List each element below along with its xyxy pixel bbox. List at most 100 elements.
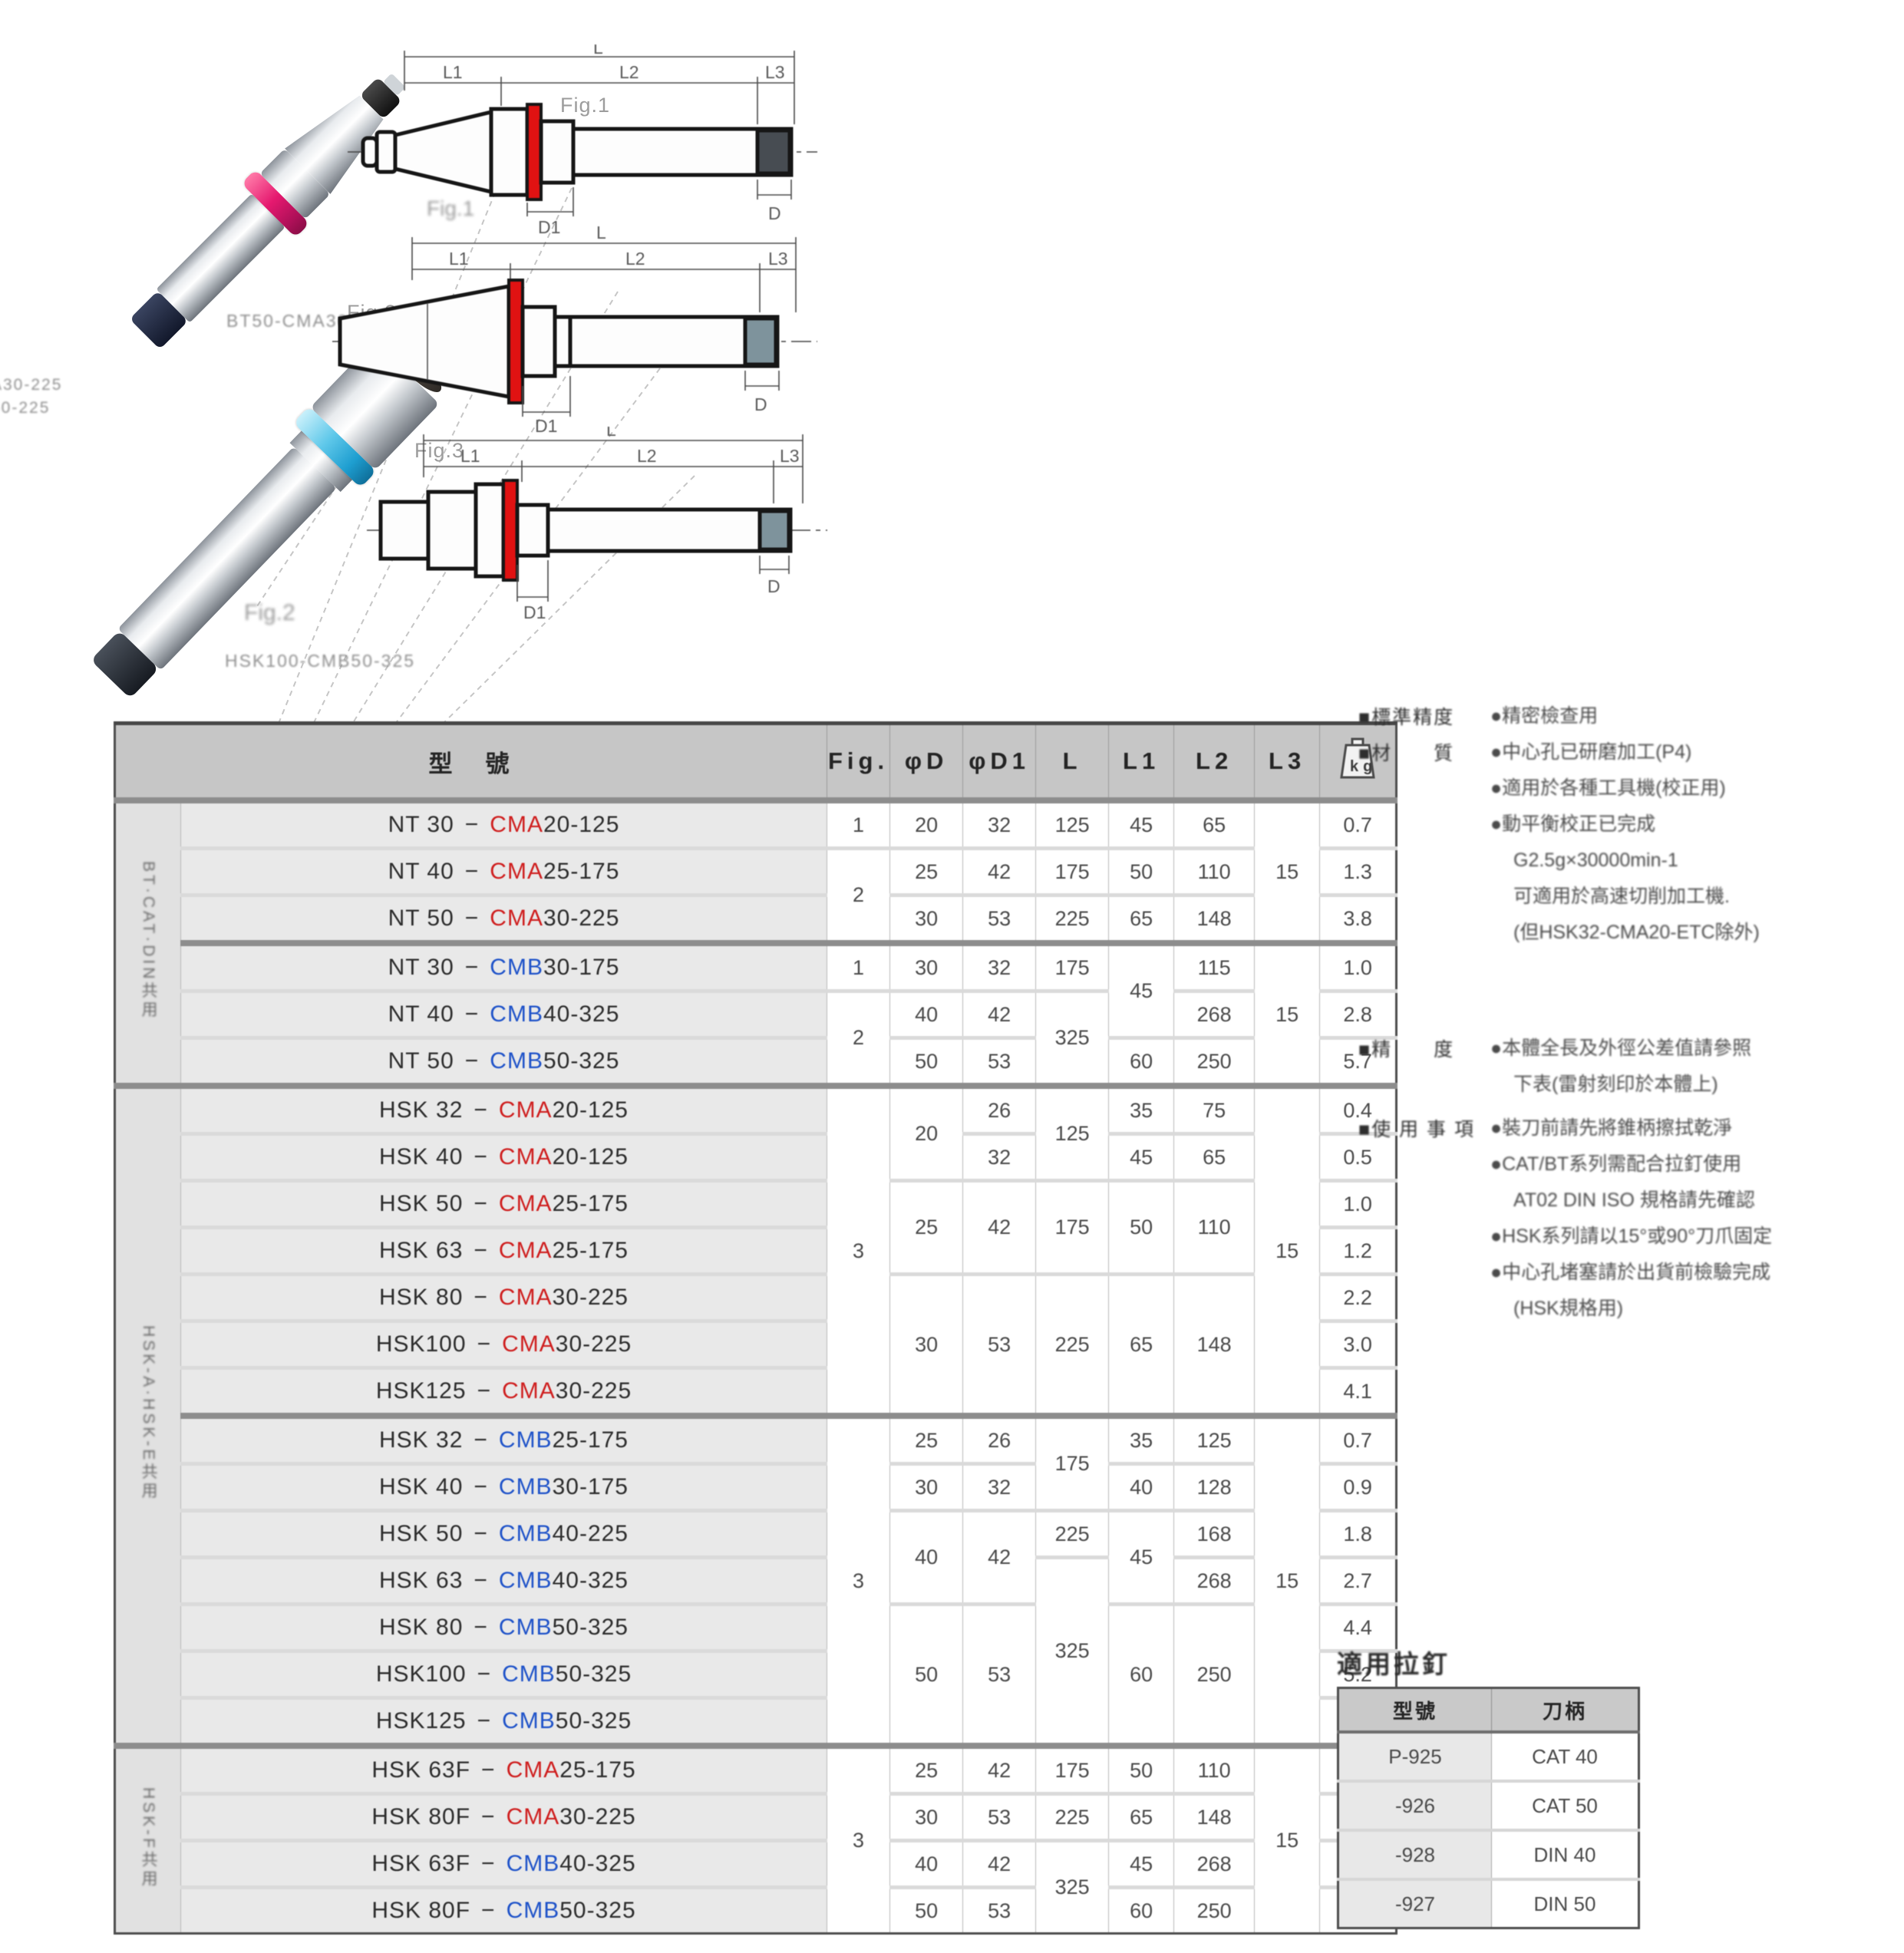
cell: 53 <box>962 1272 1037 1417</box>
cell: 250 <box>1173 1602 1256 1747</box>
kg-weight-icon: kg <box>1340 737 1375 779</box>
cell: 15 <box>1254 1743 1321 1934</box>
cell: 32 <box>962 797 1037 849</box>
fig2-drawing: L L1 L2 L3 D1 D <box>332 226 817 436</box>
cell: 42 <box>962 846 1037 896</box>
section-label: HSK-F共用 <box>140 1786 157 1889</box>
cell: 250 <box>1173 1036 1256 1087</box>
cell: 20 <box>889 1083 964 1181</box>
model-cell: HSK125− CMA30-225 <box>180 1366 827 1417</box>
cell: 50 <box>1108 1179 1175 1275</box>
cell: 60 <box>1108 1885 1175 1934</box>
section-label-cell: HSK-F共用 <box>114 1743 181 1934</box>
table-row: HSK 63− CMA25-175 1.2 <box>115 1226 1397 1275</box>
cell: 2.8 <box>1319 989 1397 1038</box>
note-line: (HSK規格用) <box>1513 1298 1624 1319</box>
col-header-kg: kg <box>1319 721 1397 803</box>
pullstud-table: 型號 刀柄 P-925 CAT 40 -926 CAT 50 -928 DIN … <box>1337 1687 1640 1929</box>
cell: 325 <box>1035 1839 1110 1934</box>
model-cell: NT 50− CMA30-225 <box>180 893 827 944</box>
cell: 45 <box>1108 940 1175 1038</box>
cell: 148 <box>1173 1272 1256 1417</box>
model-cell: HSK 63F − CMB40-325 <box>180 1839 827 1888</box>
dim-L: L <box>593 45 603 58</box>
cell: 75 <box>1173 1083 1256 1134</box>
bar-shaft <box>156 193 285 323</box>
cell: 2 <box>826 989 891 1087</box>
table-row: HSK 63F−CMB40-325 40 42 325 45 268 2.7 <box>115 1839 1397 1934</box>
table-row: HSK 80F−CMA30-225 30 53 225 65 148 2.3 <box>115 1792 1397 1841</box>
model-cell: HSK 32− CMB25-175 <box>180 1413 827 1464</box>
cell: 4.1 <box>1319 1366 1397 1417</box>
cell: 53 <box>962 1792 1037 1841</box>
table-row: HSK 80− CMA30-225 30 53 225 65 148 2.2 <box>115 1272 1397 1417</box>
cell: 3.0 <box>1319 1319 1397 1368</box>
cell: 2.7 <box>1319 1555 1397 1605</box>
note-line: 下表(雷射刻印於本體上) <box>1513 1074 1718 1095</box>
table-row: HSK-A·HSK-E共用 HSK 32− CMA20-125 3 20 26 1… <box>114 1083 1397 1747</box>
cell: 1.0 <box>1319 1179 1397 1228</box>
dim-D: D <box>767 576 780 596</box>
photo2-caption: HSK100-CMB50-325 <box>225 651 416 671</box>
note-line: AT02 DIN ISO 規格請先確認 <box>1513 1189 1755 1211</box>
cell: 65 <box>1108 1792 1175 1841</box>
table-row: HSK 40− CMB30-175 30 32 40 128 0.9 <box>115 1462 1397 1511</box>
table-row: HSK 80− CMB50-325 50 53 60 250 4.4 <box>115 1602 1397 1747</box>
pullstud-title: 適用拉釘 <box>1337 1650 1450 1678</box>
fig3-label: Fig.3 <box>414 439 465 462</box>
cell: 40 <box>889 1509 964 1605</box>
table-row: -928 DIN 40 <box>1338 1829 1639 1880</box>
cell: 1.8 <box>1319 1509 1397 1558</box>
dim-D1: D1 <box>538 217 560 237</box>
table-row: NT 50− CMA30-225 30 53 225 65 148 3.8 <box>115 893 1397 944</box>
dim-D: D <box>754 394 767 414</box>
col-header-model: 型 號 <box>114 721 827 803</box>
cell: 168 <box>1173 1509 1256 1558</box>
col-header-L: L <box>1035 721 1110 803</box>
dim-L1: L1 <box>449 249 469 269</box>
table-row: HSK 50− CMB40-225 40 42 225 45 168 1.8 <box>115 1509 1397 1605</box>
cell: 225 <box>1035 1792 1110 1841</box>
model-cell: HSK125− CMB50-325 <box>180 1696 827 1747</box>
cell: 25 <box>889 1413 964 1464</box>
cell: CAT 40 <box>1491 1730 1639 1782</box>
table-row: HSK 32− CMB25-175 3 25 26 175 35 125 15 0… <box>115 1413 1397 1747</box>
note-line: G2.5g×30000min-1 <box>1513 849 1678 871</box>
notes-column: ■標準精度 ●精密檢查用 ■材 質 ●中心孔已研磨加工(P4) ●適用於各種工具機(… <box>1358 702 1880 1331</box>
cell: 268 <box>1173 989 1256 1038</box>
fig1-label: Fig.1 <box>560 94 611 117</box>
table-row: NT 40− CMA25-175 2 25 42 175 50 110 1.3 <box>115 846 1397 944</box>
table-row: BT·CAT·DIN共用 NT 30− CMA20-125 1 20 32 125… <box>114 797 1397 1087</box>
cell: 3 <box>826 1413 891 1747</box>
fig3-drawing: L L1 L2 L3 D1 D <box>367 427 827 622</box>
model-cell: HSK 80F − CMB50-325 <box>180 1885 827 1934</box>
cell: 0.4 <box>1319 1083 1397 1134</box>
cell: 3.8 <box>1319 893 1397 944</box>
cell: 30 <box>889 893 964 944</box>
cell: 115 <box>1173 940 1256 991</box>
table-row: -927 DIN 50 <box>1338 1878 1639 1928</box>
note-line: (但HSK32-CMA20-ETC除外) <box>1513 922 1760 943</box>
dim-L2: L2 <box>625 249 645 269</box>
note-line: 可適用於高速切削加工機. <box>1513 886 1730 907</box>
model-cell: HSK 32− CMA20-125 <box>180 1083 827 1134</box>
cell: 60 <box>1108 1036 1175 1087</box>
cell: 268 <box>1173 1839 1256 1888</box>
table-row: HSK100− CMB50-325 5.2 <box>115 1649 1397 1698</box>
cell: DIN 50 <box>1491 1878 1639 1928</box>
cell: 1.0 <box>1319 940 1397 991</box>
dim-L3: L3 <box>765 62 785 82</box>
col-header-d: φD <box>889 721 964 803</box>
note-line: ■材 質 ●中心孔已研磨加工(P4) <box>1358 741 1692 764</box>
cell: 60 <box>1108 1602 1175 1747</box>
cell: 110 <box>1173 846 1256 896</box>
cell: 15 <box>1254 1083 1321 1417</box>
cell: 35 <box>1108 1413 1175 1464</box>
cell: 325 <box>1035 1555 1110 1747</box>
model-cell: NT 30− CMA20-125 <box>180 797 827 849</box>
model-cell: HSK100− CMA30-225 <box>180 1319 827 1368</box>
cell: 175 <box>1035 1743 1110 1794</box>
table-row: HSK-F共用 HSK 63F − CMA25-175 3 25 42 175 50… <box>114 1743 1397 1934</box>
note-line: ■使 用 事 項 ●裝刀前請先將錐柄擦拭乾淨 <box>1358 1117 1733 1140</box>
cell: 3 <box>826 1743 891 1934</box>
